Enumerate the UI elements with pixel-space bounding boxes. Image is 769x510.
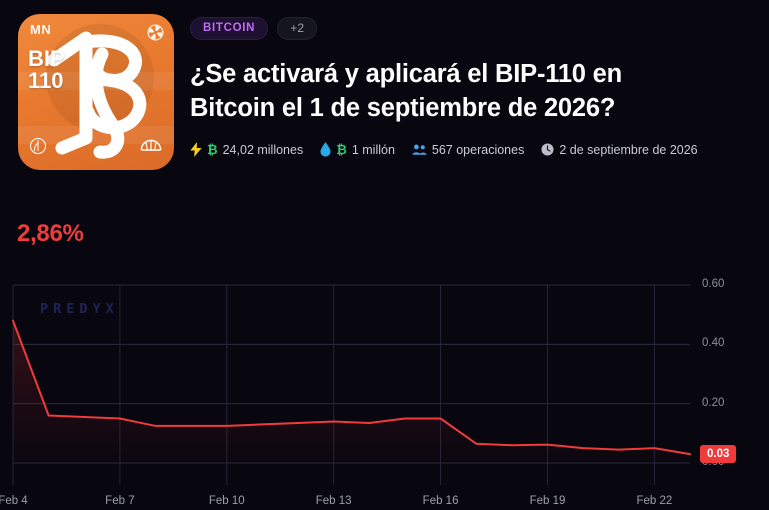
chart-y-tick-label: 0.40 — [702, 337, 725, 350]
badge-more-categories[interactable]: +2 — [277, 16, 318, 40]
chart-y-tick-label: 0.20 — [702, 396, 725, 409]
clock-icon — [541, 143, 554, 156]
market-title: ¿Se activará y aplicará el BIP-110 en Bi… — [190, 60, 623, 122]
badge-category-bitcoin[interactable]: BITCOIN — [190, 16, 269, 40]
chart-x-tick-label: Feb 22 — [636, 495, 673, 507]
chart-current-value-badge: 0.03 — [700, 445, 737, 463]
chart-x-tick-label: Feb 16 — [422, 495, 459, 507]
market-thumbnail[interactable]: MN BIP 110 — [18, 14, 174, 170]
stat-volume-value: 24,02 millones — [222, 142, 304, 157]
thumbnail-bip-line2: 110 — [28, 68, 64, 94]
chart-area-fill — [13, 320, 690, 463]
chart-x-tick-label: Feb 10 — [208, 495, 245, 507]
chart-svg — [12, 284, 691, 485]
chart-x-tick-label: Feb 7 — [105, 495, 135, 507]
chart-x-tick-label: Feb 13 — [315, 495, 352, 507]
chart-x-tick-label: Feb 19 — [529, 495, 566, 507]
pinwheel-icon — [147, 24, 164, 46]
people-icon — [412, 143, 427, 156]
market-header-content: BITCOIN +2 ¿Se activará y aplicará el BI… — [190, 14, 769, 170]
probability-value: 2,86% — [17, 220, 84, 247]
circle-a-icon — [29, 137, 47, 160]
thumbnail-bip-label: BIP 110 — [28, 46, 65, 94]
thumbnail-band — [18, 126, 174, 144]
stat-trades-value: 567 operaciones — [431, 142, 525, 157]
market-stats-row: ₿ 24,02 millones ₿ 1 millón — [190, 142, 769, 158]
stat-liquidity: ₿ 1 millón — [320, 142, 395, 157]
stat-trades: 567 operaciones — [412, 143, 524, 157]
stat-end-date-value: 2 de septiembre de 2026 — [559, 142, 698, 157]
arc-icon — [140, 138, 162, 156]
badge-row: BITCOIN +2 — [190, 16, 769, 40]
market-header: MN BIP 110 — [0, 0, 769, 170]
stat-liquidity-symbol: ₿ — [336, 142, 347, 158]
chart-line — [12, 319, 691, 456]
stat-end-date: 2 de septiembre de 2026 — [541, 142, 698, 157]
bitcoin-knot-glyph — [47, 31, 147, 159]
droplet-icon — [320, 142, 331, 157]
lightning-icon — [190, 142, 202, 158]
chart-x-tick-label: Feb 4 — [0, 495, 28, 507]
thumbnail-bip-line1: BIP — [28, 46, 65, 71]
chart-y-tick-label: 0.60 — [702, 278, 725, 290]
thumbnail-brand-label: MN — [30, 22, 52, 37]
stat-volume-symbol: ₿ — [207, 142, 218, 158]
stat-volume: ₿ 24,02 millones — [190, 142, 304, 158]
stat-liquidity-value: 1 millón — [351, 142, 395, 157]
